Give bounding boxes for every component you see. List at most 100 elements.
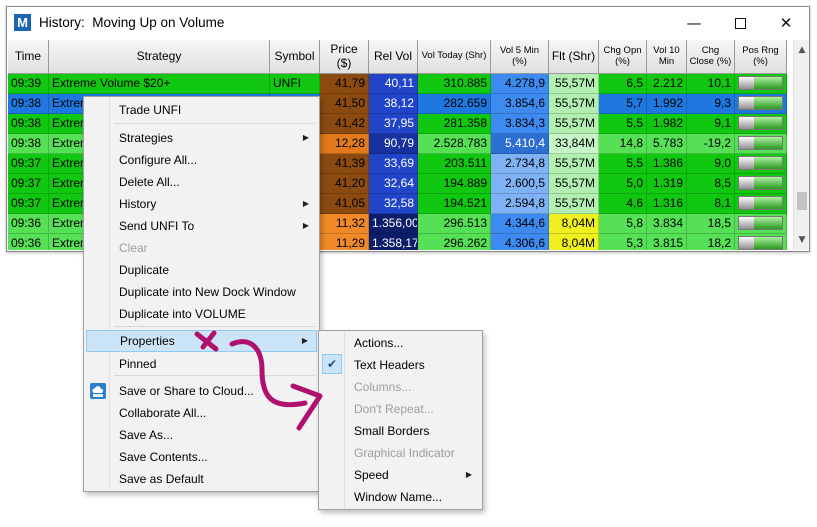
menu-item-duplicate[interactable]: Duplicate: [86, 259, 317, 281]
cell-flt: 33,84M: [549, 134, 599, 154]
cell-vol-10: 1.982: [647, 114, 687, 134]
menu-item-save-as[interactable]: Save As...: [86, 424, 317, 446]
submenu-arrow-icon: ▶: [302, 199, 309, 208]
menu-item-clear[interactable]: Clear: [86, 237, 317, 259]
menu-item-label: Configure All...: [119, 153, 198, 167]
range-bar-fill: [739, 177, 755, 189]
submenu-item-columns[interactable]: Columns...: [321, 376, 480, 398]
column-header[interactable]: Vol 5 Min (%): [491, 40, 549, 74]
menu-separator: [114, 326, 315, 327]
cell-vol-5min: 2.600,5: [491, 174, 549, 194]
cell-vol-10: 3.834: [647, 214, 687, 234]
submenu-item-window-name[interactable]: Window Name...: [321, 486, 480, 508]
column-header[interactable]: Symbol: [270, 40, 320, 74]
range-bar-fill: [739, 217, 755, 229]
title-bar[interactable]: M History: Moving Up on Volume — ✕: [7, 7, 809, 39]
cell-vol-10: 1.386: [647, 154, 687, 174]
menu-item-send-unfi-to[interactable]: Send UNFI To ▶: [86, 215, 317, 237]
submenu-item-label: Window Name...: [354, 490, 443, 504]
submenu-item-text-headers[interactable]: Text Headers ✔: [321, 354, 480, 376]
context-menu: Trade UNFI Strategies ▶ Configure All... Del…: [83, 96, 320, 492]
menu-item-save-as-default[interactable]: Save as Default: [86, 468, 317, 490]
menu-item-delete-all[interactable]: Delete All...: [86, 171, 317, 193]
window-title: History: Moving Up on Volume: [39, 15, 225, 30]
minimize-button[interactable]: —: [686, 14, 702, 32]
cell-vol-today: 2.528.783: [418, 134, 491, 154]
close-button[interactable]: ✕: [779, 14, 793, 32]
pos-rng-indicator: [735, 194, 787, 214]
menu-item-label: Duplicate: [119, 263, 170, 277]
menu-item-label: Pinned: [119, 357, 157, 371]
column-header[interactable]: Vol Today (Shr): [418, 40, 491, 74]
menu-separator: [114, 123, 315, 124]
cell-time: 09:38: [8, 114, 49, 134]
submenu-item-graphical-indicator[interactable]: Graphical Indicator: [321, 442, 480, 464]
menu-item-strategies[interactable]: Strategies ▶: [86, 127, 317, 149]
cell-chg-close: 18,5: [687, 214, 735, 234]
scroll-up-icon[interactable]: ▲: [798, 45, 806, 55]
column-header[interactable]: Chg Opn (%): [599, 40, 647, 74]
menu-item-label: Properties: [120, 334, 175, 348]
menu-item-save-contents[interactable]: Save Contents...: [86, 446, 317, 468]
submenu-item-small-borders[interactable]: Small Borders: [321, 420, 480, 442]
scroll-down-icon[interactable]: ▼: [798, 235, 806, 245]
cell-chg-opn: 5,3: [599, 234, 647, 250]
column-header[interactable]: Rel Vol: [369, 40, 418, 74]
cell-relvol: 1.356,00: [369, 214, 418, 234]
menu-item-duplicate-into-volume[interactable]: Duplicate into VOLUME: [86, 303, 317, 325]
column-header[interactable]: Pos Rng (%): [735, 40, 787, 74]
vertical-scrollbar[interactable]: ▲ ▼: [793, 40, 809, 250]
column-header[interactable]: Time: [8, 40, 49, 74]
menu-item-save-or-share-to-cloud[interactable]: Save or Share to Cloud...: [86, 380, 317, 402]
menu-item-properties[interactable]: Properties ▶: [86, 330, 317, 352]
column-header[interactable]: Price ($): [320, 40, 369, 74]
column-header[interactable]: Chg Close (%): [687, 40, 735, 74]
menu-icon-column: [84, 97, 110, 491]
column-header[interactable]: Vol 10 Min: [647, 40, 687, 74]
range-bar-rest: [754, 197, 782, 209]
cell-vol-today: 194.521: [418, 194, 491, 214]
menu-item-history[interactable]: History ▶: [86, 193, 317, 215]
cell-chg-opn: 5,0: [599, 174, 647, 194]
app-logo-icon: M: [14, 14, 31, 31]
column-header[interactable]: Flt (Shr): [549, 40, 599, 74]
menu-item-configure-all[interactable]: Configure All...: [86, 149, 317, 171]
range-bar: [738, 136, 783, 150]
cell-vol-today: 310.885: [418, 74, 491, 94]
range-bar-rest: [754, 217, 782, 229]
pos-rng-indicator: [735, 134, 787, 154]
submenu-item-actions[interactable]: Actions...: [321, 332, 480, 354]
table-row[interactable]: 09:39 Extreme Volume $20+ UNFI 41,79 40,11 31…: [8, 74, 787, 94]
cell-chg-opn: 5,8: [599, 214, 647, 234]
maximize-button[interactable]: [717, 7, 763, 39]
column-header[interactable]: Strategy: [49, 40, 270, 74]
cell-vol-5min: 4.344,6: [491, 214, 549, 234]
cell-flt: 55,57M: [549, 174, 599, 194]
cell-chg-close: 8,5: [687, 174, 735, 194]
submenu-item-label: Small Borders: [354, 424, 430, 438]
cell-vol-today: 296.513: [418, 214, 491, 234]
range-bar-fill: [739, 77, 755, 89]
menu-item-pinned[interactable]: Pinned: [86, 353, 317, 375]
menu-item-duplicate-into-new-dock-window[interactable]: Duplicate into New Dock Window: [86, 281, 317, 303]
submenu-item-speed[interactable]: Speed ▶: [321, 464, 480, 486]
submenu-item-label: Actions...: [354, 336, 404, 350]
cell-price: 41,05: [320, 194, 369, 214]
menu-item-collaborate-all[interactable]: Collaborate All...: [86, 402, 317, 424]
cell-vol-today: 194.889: [418, 174, 491, 194]
menu-item-label: Duplicate into New Dock Window: [119, 285, 296, 299]
cell-vol-10: 3.815: [647, 234, 687, 250]
cell-chg-close: -19,2: [687, 134, 735, 154]
cell-vol-5min: 4.306,6: [491, 234, 549, 250]
cell-vol-today: 296.262: [418, 234, 491, 250]
scroll-thumb[interactable]: [797, 192, 807, 210]
menu-item-label: Save or Share to Cloud...: [119, 384, 254, 398]
submenu-item-don-t-repeat[interactable]: Don't Repeat...: [321, 398, 480, 420]
submenu-item-label: Don't Repeat...: [354, 402, 434, 416]
menu-item-label: Collaborate All...: [119, 406, 207, 420]
cell-vol-today: 203.511: [418, 154, 491, 174]
cell-price: 12,28: [320, 134, 369, 154]
range-bar-fill: [739, 197, 755, 209]
menu-item-trade-unfi[interactable]: Trade UNFI: [86, 99, 317, 121]
